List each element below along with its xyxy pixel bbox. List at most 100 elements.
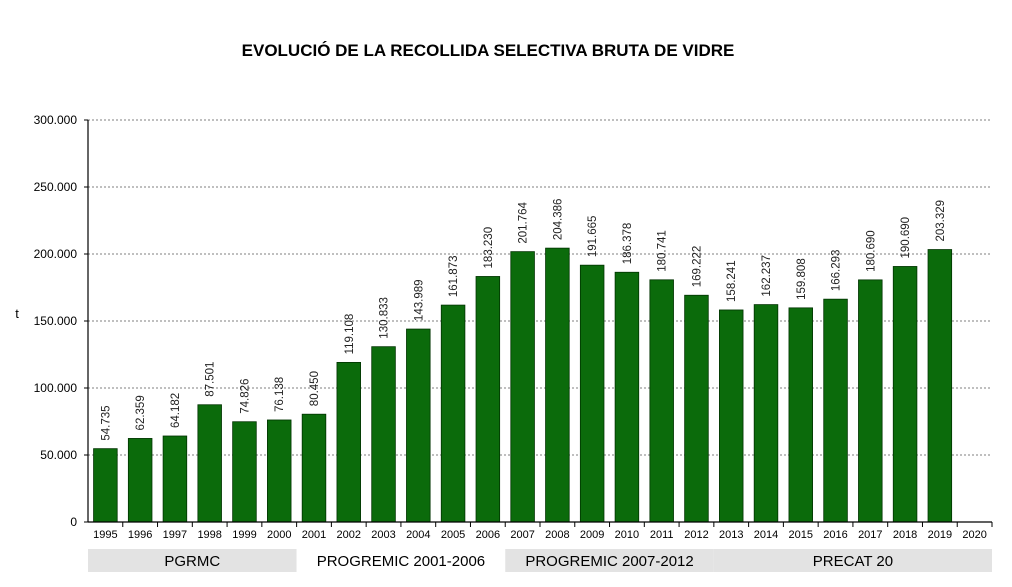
bar: [475, 276, 501, 523]
bar: [510, 251, 535, 523]
x-tick-labels: 1995 1996 1997 1998 1999 2000 2001 2002 2003 2004…: [93, 529, 987, 541]
x-tick-label: 1996: [128, 529, 152, 541]
data-label: 186.378: [622, 223, 634, 265]
bar: [197, 404, 222, 523]
bar: [127, 438, 153, 523]
x-tick-label: 2015: [789, 529, 813, 541]
data-label: 159.808: [796, 258, 808, 300]
bar: [267, 419, 292, 523]
x-tick-label: 2017: [858, 529, 882, 541]
x-tick-label: 2001: [302, 529, 326, 541]
data-label: 203.329: [935, 200, 947, 242]
x-tick-label: 2013: [719, 529, 743, 541]
data-label: 87.501: [205, 362, 217, 397]
x-tick-label: 2018: [893, 529, 917, 541]
data-label: 161.873: [448, 256, 460, 298]
gridlines: [88, 119, 992, 456]
period-band: [296, 549, 506, 572]
period-label: PRECAT 20: [813, 553, 893, 570]
bar: [892, 266, 918, 523]
x-tick-label: 2016: [823, 529, 847, 541]
data-label: 162.237: [761, 255, 773, 297]
data-label: 158.241: [726, 260, 738, 302]
bar: [614, 271, 640, 523]
x-tick-label: 2010: [615, 529, 639, 541]
y-tick-label: 150.000: [34, 314, 78, 328]
bar: [719, 309, 744, 523]
y-axis-label: t: [15, 306, 19, 321]
x-tick-label: 2000: [267, 529, 291, 541]
bar: [93, 448, 118, 523]
y-tick-label: 300.000: [34, 113, 78, 127]
data-label: 183.230: [483, 227, 495, 269]
bar: [545, 247, 570, 523]
x-tick-label: 2006: [476, 529, 500, 541]
bar: [232, 421, 257, 523]
x-tick-label: 1998: [197, 529, 221, 541]
y-tick-label: 100.000: [34, 381, 78, 395]
x-tick-label: 2020: [962, 529, 986, 541]
y-tick-label: 250.000: [34, 180, 78, 194]
y-tick-label: 50.000: [40, 448, 77, 462]
bar: [371, 346, 396, 523]
x-tick-label: 2005: [441, 529, 465, 541]
period-label: PROGREMIC 2001-2006: [317, 553, 485, 570]
data-labels: 54.735 62.359 64.182 87.501 74.826 76.138 80.4…: [100, 199, 946, 441]
x-tick-label: 2011: [650, 529, 674, 541]
data-label: 64.182: [170, 393, 182, 428]
y-tick-labels: 0 50.000 100.000 150.000 200.000 250.000 300.0…: [34, 113, 78, 529]
bar: [927, 249, 953, 523]
axes: [84, 119, 993, 527]
data-label: 180.690: [865, 230, 877, 272]
data-label: 190.690: [900, 217, 912, 259]
data-label: 62.359: [135, 395, 147, 430]
period-label: PROGREMIC 2007-2012: [525, 553, 693, 570]
bar: [162, 435, 188, 523]
data-label: 169.222: [691, 246, 703, 288]
data-label: 80.450: [309, 371, 321, 406]
bar: [858, 279, 883, 523]
period-bands: PGRMC PROGREMIC 2001-2006 PROGREMIC 2007-2…: [88, 549, 992, 572]
bar: [684, 294, 709, 523]
x-tick-label: 1997: [163, 529, 187, 541]
bar: [753, 304, 779, 523]
period-label: PGRMC: [164, 553, 220, 570]
bar: [788, 307, 813, 523]
bar: [440, 304, 466, 523]
x-tick-label: 2002: [337, 529, 361, 541]
chart-title: EVOLUCIÓ DE LA RECOLLIDA SELECTIVA BRUTA…: [242, 41, 735, 60]
bar: [649, 279, 674, 523]
data-label: 74.826: [239, 379, 251, 414]
period-band: [713, 549, 992, 572]
bars: [93, 247, 953, 523]
x-tick-label: 2009: [580, 529, 604, 541]
data-label: 76.138: [274, 377, 286, 412]
data-label: 166.293: [831, 250, 843, 292]
x-tick-label: 2019: [928, 529, 952, 541]
x-tick-label: 1999: [232, 529, 256, 541]
x-tick-label: 2012: [684, 529, 708, 541]
x-tick-label: 2007: [510, 529, 534, 541]
bar: [823, 298, 848, 523]
x-tick-label: 2004: [406, 529, 430, 541]
bar: [406, 328, 431, 523]
y-tick-label: 0: [70, 515, 77, 529]
data-label: 204.386: [552, 199, 564, 241]
x-tick-label: 1995: [93, 529, 117, 541]
bar: [336, 361, 361, 523]
x-tick-label: 2003: [371, 529, 395, 541]
period-band: [505, 549, 714, 572]
data-label: 180.741: [657, 230, 669, 272]
x-tick-label: 2008: [545, 529, 569, 541]
data-label: 119.108: [344, 314, 356, 355]
bar: [301, 413, 327, 523]
data-label: 191.665: [587, 216, 599, 258]
x-tick-label: 2014: [754, 529, 778, 541]
data-label: 130.833: [379, 297, 391, 339]
data-label: 201.764: [518, 201, 530, 243]
bar: [579, 264, 605, 523]
y-tick-label: 200.000: [34, 247, 78, 261]
data-label: 54.735: [100, 405, 112, 440]
period-band: [88, 549, 297, 572]
